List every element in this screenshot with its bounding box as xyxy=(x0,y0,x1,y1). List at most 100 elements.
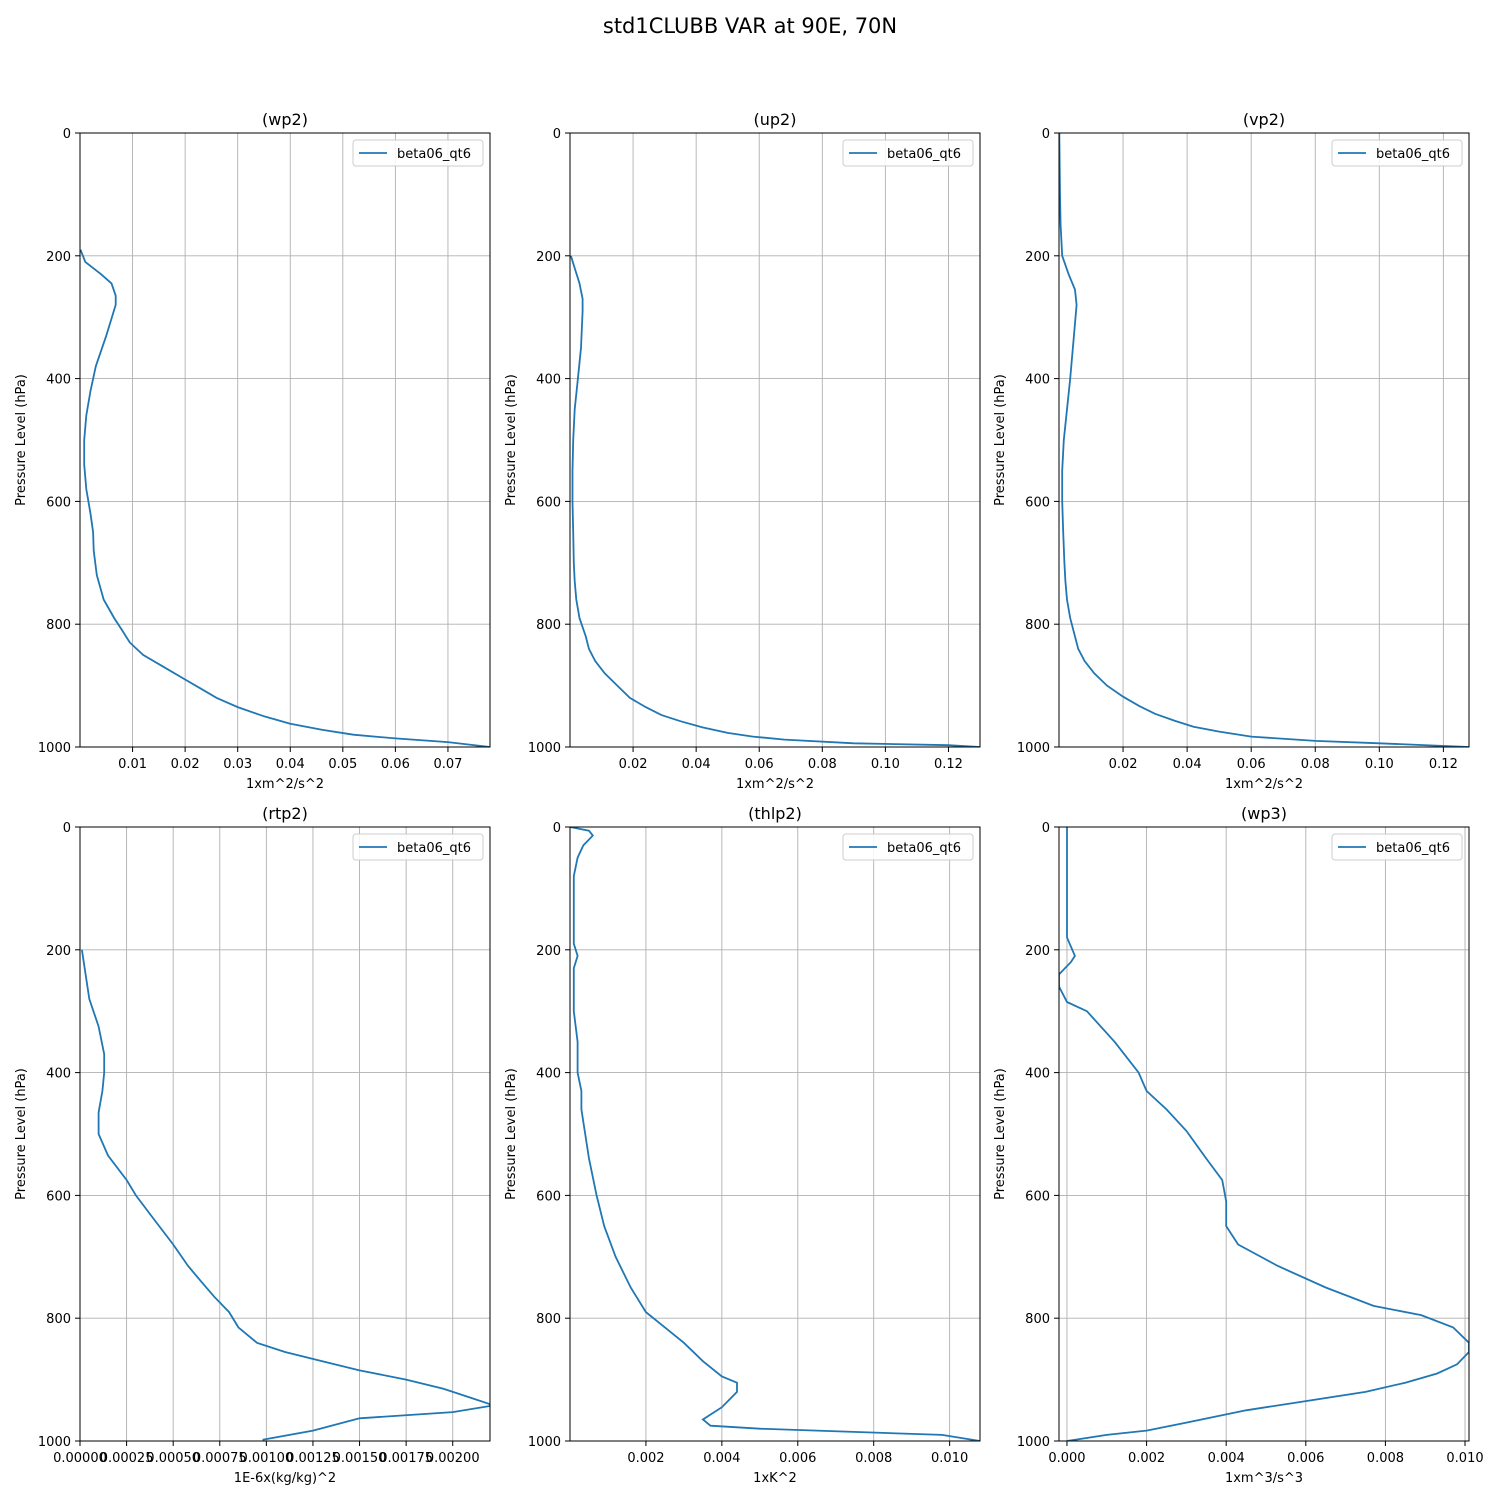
x-axis-label: 1xm^2/s^2 xyxy=(736,777,814,792)
x-tick-label: 0.04 xyxy=(276,757,305,772)
x-tick-label: 0.00150 xyxy=(333,1451,387,1466)
x-axis-label: 1xm^2/s^2 xyxy=(1225,777,1303,792)
legend-box xyxy=(352,139,484,167)
subplot-title: (rtp2) xyxy=(262,804,308,823)
subplot-2: 0.02 0.04 0.06 0.08 0.10 0.12 0 200 400 600 800 100… xyxy=(993,110,1470,792)
y-tick-label: 800 xyxy=(1025,1312,1050,1327)
legend-box xyxy=(352,833,484,861)
subplot-4: 0.002 0.004 0.006 0.008 0.010 0 200 400 600 800 10… xyxy=(504,804,981,1486)
subplot-0: 0.01 0.02 0.03 0.04 0.05 0.06 0.07 0 200 400 600 80… xyxy=(14,110,491,792)
y-tick-label: 600 xyxy=(536,1189,561,1204)
x-tick-label: 0.002 xyxy=(627,1451,664,1466)
x-tick-label: 0.05 xyxy=(328,757,357,772)
y-tick-label: 200 xyxy=(1025,944,1050,959)
series-line xyxy=(1059,133,1469,747)
x-tick-label: 0.06 xyxy=(381,757,410,772)
legend-label: beta06_qt6 xyxy=(397,841,471,856)
x-tick-label: 0.00075 xyxy=(193,1451,247,1466)
x-tick-label: 0.07 xyxy=(433,757,462,772)
y-axis-label: Pressure Level (hPa) xyxy=(504,374,519,506)
legend-label: beta06_qt6 xyxy=(887,147,961,162)
axes-frame xyxy=(1058,826,1470,1442)
y-tick-label: 200 xyxy=(46,250,71,265)
x-tick-label: 0.02 xyxy=(171,757,200,772)
y-tick-label: 400 xyxy=(1025,373,1050,388)
subplot-title: (wp2) xyxy=(262,110,308,129)
axes-frame xyxy=(569,132,981,748)
y-tick-label: 800 xyxy=(1025,618,1050,633)
x-tick-label: 0.00125 xyxy=(286,1451,340,1466)
y-tick-label: 0 xyxy=(63,821,71,836)
series-line xyxy=(80,249,490,747)
x-tick-label: 0.00200 xyxy=(426,1451,480,1466)
y-tick-label: 600 xyxy=(1025,495,1050,510)
axes-frame xyxy=(79,132,491,748)
series-line xyxy=(1059,827,1469,1441)
y-tick-label: 1000 xyxy=(528,1435,561,1450)
y-axis-label: Pressure Level (hPa) xyxy=(14,1068,29,1200)
legend-label: beta06_qt6 xyxy=(1376,147,1450,162)
y-tick-label: 400 xyxy=(46,373,71,388)
x-tick-label: 0.004 xyxy=(703,1451,740,1466)
x-tick-label: 0.12 xyxy=(1429,757,1458,772)
y-tick-label: 600 xyxy=(536,495,561,510)
y-tick-label: 600 xyxy=(1025,1189,1050,1204)
y-tick-label: 200 xyxy=(536,250,561,265)
x-tick-label: 0.12 xyxy=(934,757,963,772)
subplot-title: (vp2) xyxy=(1243,110,1285,129)
x-tick-label: 0.03 xyxy=(223,757,252,772)
x-tick-label: 0.02 xyxy=(619,757,648,772)
y-tick-label: 800 xyxy=(536,618,561,633)
series-line xyxy=(81,949,490,1441)
subplot-title: (thlp2) xyxy=(748,804,802,823)
x-tick-label: 0.08 xyxy=(808,757,837,772)
x-tick-label: 0.002 xyxy=(1128,1451,1165,1466)
x-axis-label: 1xm^3/s^3 xyxy=(1225,1471,1303,1486)
x-tick-label: 0.06 xyxy=(745,757,774,772)
y-tick-label: 0 xyxy=(553,127,561,142)
y-tick-label: 0 xyxy=(553,821,561,836)
x-tick-label: 0.010 xyxy=(931,1451,968,1466)
legend-label: beta06_qt6 xyxy=(1376,841,1450,856)
legend-label: beta06_qt6 xyxy=(397,147,471,162)
axes-frame xyxy=(569,826,981,1442)
x-tick-label: 0.008 xyxy=(1367,1451,1404,1466)
legend-label: beta06_qt6 xyxy=(887,841,961,856)
y-tick-label: 600 xyxy=(46,495,71,510)
x-tick-label: 0.10 xyxy=(871,757,900,772)
y-tick-label: 0 xyxy=(63,127,71,142)
legend-box xyxy=(1331,833,1463,861)
figure-title: std1CLUBB VAR at 90E, 70N xyxy=(602,14,898,38)
y-tick-label: 1000 xyxy=(38,1435,71,1450)
x-tick-label: 0.04 xyxy=(1173,757,1202,772)
y-axis-label: Pressure Level (hPa) xyxy=(993,374,1008,506)
subplot-title: (wp3) xyxy=(1241,804,1287,823)
subplot-5: 0.000 0.002 0.004 0.006 0.008 0.010 0 200 400 600… xyxy=(993,804,1484,1486)
x-tick-label: 0.10 xyxy=(1365,757,1394,772)
x-axis-label: 1xm^2/s^2 xyxy=(246,777,324,792)
x-axis-label: 1xK^2 xyxy=(753,1471,797,1486)
x-tick-label: 0.010 xyxy=(1446,1451,1483,1466)
y-tick-label: 400 xyxy=(1025,1067,1050,1082)
y-tick-label: 200 xyxy=(1025,250,1050,265)
y-tick-label: 400 xyxy=(536,373,561,388)
series-line xyxy=(570,255,980,747)
x-tick-label: 0.00025 xyxy=(100,1451,154,1466)
y-tick-label: 200 xyxy=(46,944,71,959)
legend-box xyxy=(842,833,974,861)
y-axis-label: Pressure Level (hPa) xyxy=(14,374,29,506)
x-tick-label: 0.04 xyxy=(682,757,711,772)
x-tick-label: 0.006 xyxy=(1287,1451,1324,1466)
y-tick-label: 1000 xyxy=(1017,741,1050,756)
x-tick-label: 0.00050 xyxy=(146,1451,200,1466)
x-tick-label: 0.02 xyxy=(1109,757,1138,772)
y-tick-label: 600 xyxy=(46,1189,71,1204)
y-tick-label: 0 xyxy=(1042,821,1050,836)
axes-frame xyxy=(79,826,491,1442)
y-tick-label: 800 xyxy=(536,1312,561,1327)
x-tick-label: 0.01 xyxy=(118,757,147,772)
y-tick-label: 1000 xyxy=(38,741,71,756)
y-tick-label: 400 xyxy=(46,1067,71,1082)
y-tick-label: 400 xyxy=(536,1067,561,1082)
